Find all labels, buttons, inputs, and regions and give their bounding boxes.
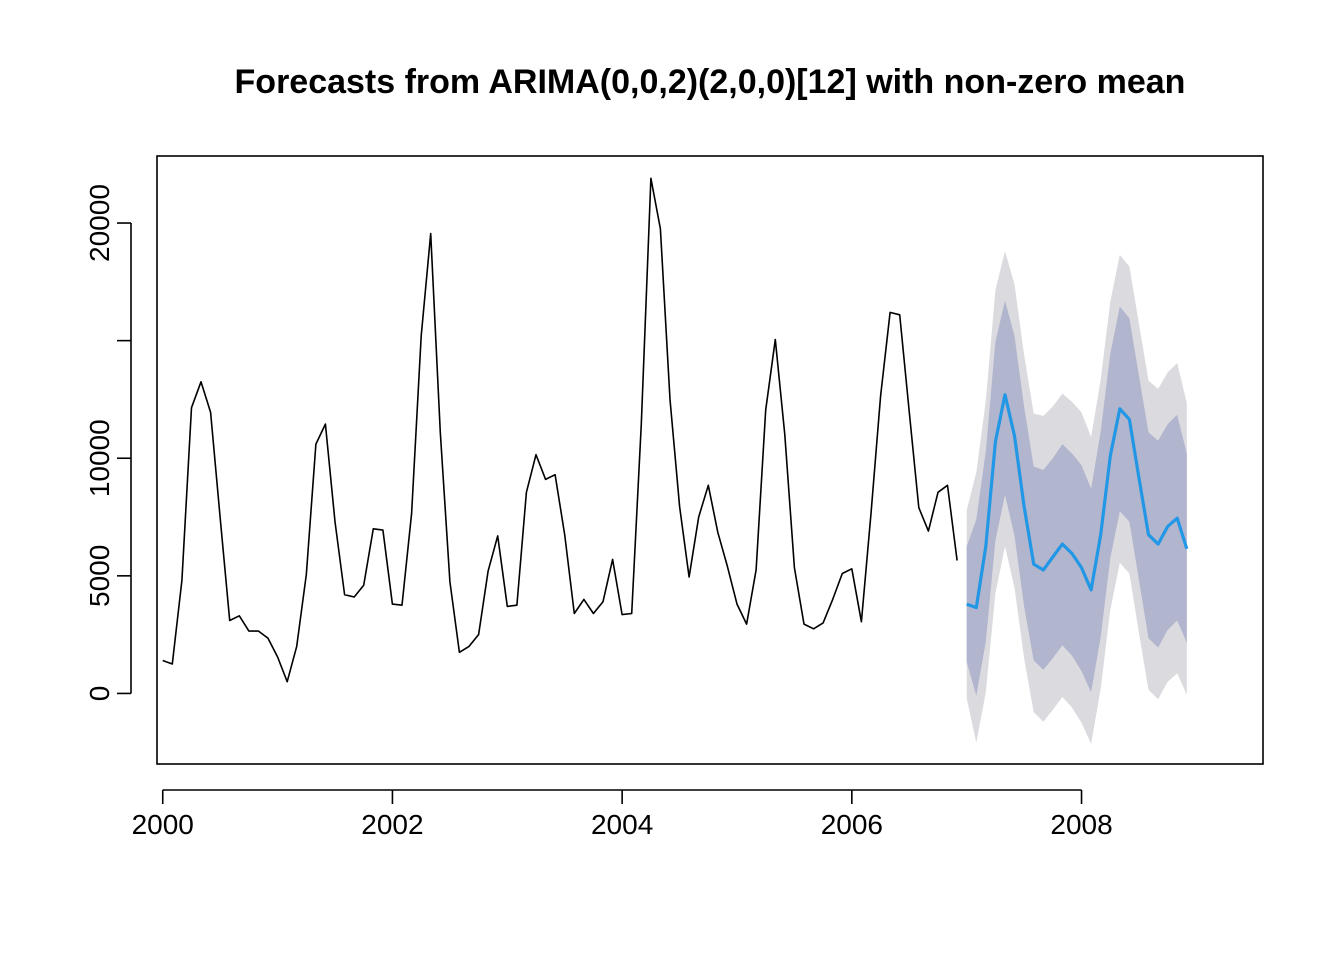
y-tick-label: 0 — [84, 686, 115, 702]
x-axis: 2000 2002 2004 2006 2008 — [132, 789, 1113, 840]
y-axis: 0 5000 10000 20000 — [84, 184, 132, 702]
band-80pct — [966, 300, 1187, 696]
forecast-bands — [966, 251, 1187, 745]
plot-frame — [156, 155, 1264, 765]
x-tick-label: 2000 — [132, 809, 194, 840]
y-tick-label: 20000 — [84, 184, 115, 262]
chart-title: Forecasts from ARIMA(0,0,2)(2,0,0)[12] w… — [235, 63, 1186, 101]
series-lines — [162, 177, 1189, 683]
forecast-line — [966, 393, 1189, 610]
observed-line — [162, 177, 958, 683]
x-tick-label: 2006 — [821, 809, 883, 840]
x-tick-label: 2002 — [361, 809, 423, 840]
y-tick-label: 10000 — [84, 419, 115, 497]
x-tick-label: 2004 — [591, 809, 653, 840]
y-tick-label: 5000 — [84, 545, 115, 607]
x-tick-label: 2008 — [1050, 809, 1112, 840]
